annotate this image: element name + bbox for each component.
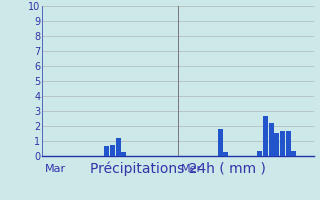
- Bar: [110, 145, 115, 156]
- Bar: [263, 116, 268, 156]
- Bar: [268, 123, 274, 156]
- X-axis label: Précipitations 24h ( mm ): Précipitations 24h ( mm ): [90, 162, 266, 176]
- Bar: [257, 151, 262, 156]
- Bar: [218, 129, 223, 156]
- Bar: [285, 130, 291, 156]
- Bar: [291, 151, 296, 156]
- Bar: [223, 152, 228, 156]
- Bar: [274, 133, 279, 156]
- Bar: [104, 146, 109, 156]
- Text: Mer: Mer: [180, 164, 202, 174]
- Bar: [280, 130, 285, 156]
- Bar: [121, 152, 126, 156]
- Bar: [116, 138, 121, 156]
- Text: Mar: Mar: [44, 164, 66, 174]
